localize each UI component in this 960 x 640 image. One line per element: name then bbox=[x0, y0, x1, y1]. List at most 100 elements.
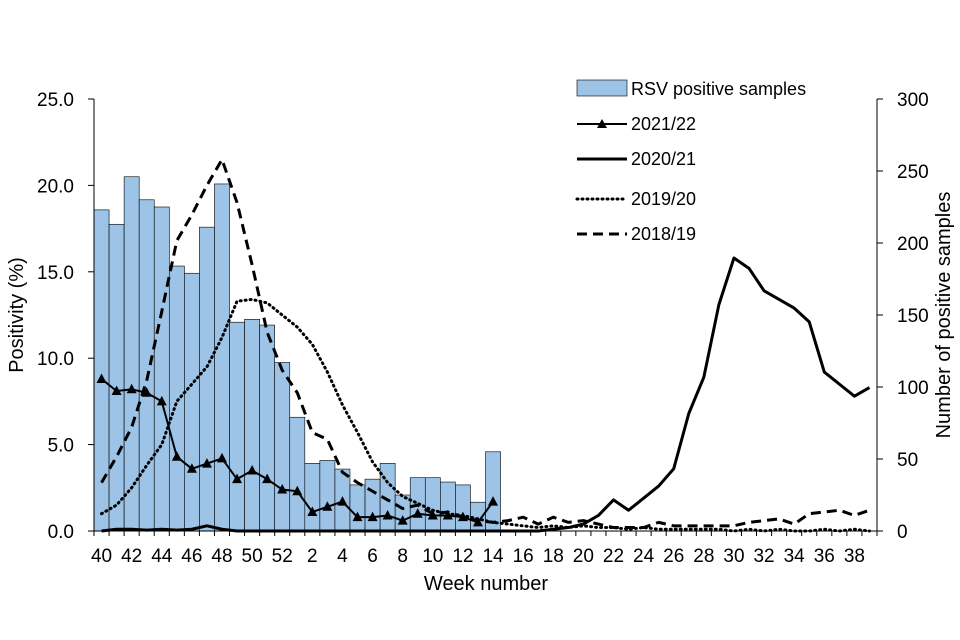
marker-2021-22-week-43 bbox=[141, 387, 152, 397]
y-left-tick-label: 10.0 bbox=[37, 349, 74, 370]
marker-2021-22-week-4 bbox=[337, 496, 348, 506]
x-tick-label: 4 bbox=[337, 546, 348, 567]
x-tick-label: 8 bbox=[397, 546, 408, 567]
marker-2021-22-week-45 bbox=[171, 451, 182, 461]
bar-week-5 bbox=[349, 484, 366, 532]
legend-label-bars: RSV positive samples bbox=[631, 79, 806, 99]
x-tick-label: 16 bbox=[513, 546, 534, 567]
bar-week-43 bbox=[138, 199, 155, 532]
marker-2021-22-week-14 bbox=[488, 496, 499, 506]
marker-2021-22-week-46 bbox=[186, 463, 197, 473]
legend: RSV positive samples 2021/22 2020/21 201… bbox=[575, 79, 806, 244]
legend-label-2019-20: 2019/20 bbox=[631, 189, 696, 209]
bar-week-47 bbox=[199, 226, 215, 532]
bar-week-11 bbox=[440, 481, 456, 532]
marker-2021-22-week-5 bbox=[352, 511, 363, 522]
x-tick-label: 2 bbox=[307, 546, 318, 567]
x-tick-label: 46 bbox=[181, 546, 202, 567]
marker-2021-22-week-13 bbox=[472, 516, 483, 527]
marker-2021-22-week-44 bbox=[156, 395, 167, 406]
bar-week-40 bbox=[93, 209, 110, 532]
marker-2021-22-week-12 bbox=[457, 511, 468, 522]
marker-2021-22-week-48 bbox=[216, 452, 227, 463]
marker-2021-22-week-10 bbox=[427, 509, 438, 520]
marker-2021-22-week-50 bbox=[247, 465, 258, 475]
bar-week-41 bbox=[108, 223, 125, 532]
x-tick-label: 22 bbox=[603, 546, 624, 567]
legend-label-2018-19: 2018/19 bbox=[631, 224, 696, 244]
legend-swatch-bars bbox=[576, 79, 628, 97]
marker-2021-22-week-51 bbox=[262, 473, 273, 484]
marker-2021-22-week-1 bbox=[292, 485, 303, 496]
y-left-tick-label: 15.0 bbox=[37, 263, 74, 284]
y-right-tick-label: 250 bbox=[897, 162, 929, 183]
y-axis-left-title: Positivity (%) bbox=[6, 257, 28, 373]
bar-week-46 bbox=[184, 272, 200, 532]
bar-week-3 bbox=[319, 460, 336, 532]
marker-2021-22-week-6 bbox=[367, 511, 378, 522]
lines-layer bbox=[96, 157, 871, 533]
y-left-tick-label: 0.0 bbox=[48, 522, 74, 543]
x-tick-label: 28 bbox=[693, 546, 714, 567]
x-tick-label: 50 bbox=[242, 546, 263, 567]
bar-week-2 bbox=[304, 463, 321, 532]
marker-2021-22-week-49 bbox=[232, 473, 243, 484]
series-line-2018-19 bbox=[100, 157, 870, 530]
bar-week-10 bbox=[424, 477, 441, 532]
bar-week-12 bbox=[455, 484, 471, 532]
y-right-tick-label: 300 bbox=[897, 90, 929, 111]
x-tick-label: 30 bbox=[723, 546, 744, 567]
bar-week-52 bbox=[274, 362, 291, 532]
y-right-tick-label: 100 bbox=[897, 378, 929, 399]
x-tick-label: 34 bbox=[784, 546, 806, 567]
bar-week-44 bbox=[153, 206, 170, 532]
x-tick-label: 18 bbox=[543, 546, 564, 567]
x-tick-label: 42 bbox=[121, 546, 142, 567]
x-tick-label: 26 bbox=[663, 546, 684, 567]
bar-week-48 bbox=[214, 183, 230, 532]
marker-2021-22-week-2 bbox=[307, 506, 318, 516]
marker-2021-22-week-9 bbox=[412, 508, 423, 518]
y-left-tick-label: 20.0 bbox=[37, 176, 74, 197]
x-tick-label: 6 bbox=[367, 546, 378, 567]
y-right-tick-label: 0 bbox=[897, 522, 908, 543]
y-right-tick-label: 200 bbox=[897, 234, 929, 255]
bar-week-49 bbox=[229, 321, 245, 532]
x-tick-label: 24 bbox=[633, 546, 655, 567]
x-tick-label: 14 bbox=[482, 546, 504, 567]
legend-marker-2021-22 bbox=[597, 119, 607, 128]
marker-2021-22-week-47 bbox=[201, 458, 212, 468]
x-tick-label: 38 bbox=[844, 546, 865, 567]
series-line-2019-20 bbox=[100, 297, 871, 533]
x-axis-title: Week number bbox=[424, 573, 548, 595]
marker-2021-22-week-7 bbox=[382, 509, 393, 520]
x-tick-label: 40 bbox=[91, 546, 112, 567]
bars-layer bbox=[93, 176, 501, 532]
x-tick-label: 32 bbox=[753, 546, 774, 567]
y-left-tick-label: 5.0 bbox=[48, 436, 74, 457]
bar-week-51 bbox=[259, 324, 275, 532]
legend-label-2020-21: 2020/21 bbox=[631, 149, 696, 169]
bar-week-6 bbox=[364, 478, 381, 532]
x-tick-label: 48 bbox=[211, 546, 232, 567]
bar-week-1 bbox=[289, 416, 306, 532]
x-tick-label: 12 bbox=[452, 546, 473, 567]
marker-2021-22-week-40 bbox=[96, 373, 107, 383]
legend-label-2021-22: 2021/22 bbox=[631, 114, 696, 134]
bar-week-50 bbox=[244, 319, 260, 532]
marker-2021-22-week-11 bbox=[442, 509, 453, 520]
x-tick-label: 20 bbox=[573, 546, 594, 567]
x-tick-label: 10 bbox=[422, 546, 443, 567]
marker-2021-22-week-41 bbox=[111, 385, 122, 396]
marker-2021-22-week-8 bbox=[397, 515, 408, 525]
marker-2021-22-week-42 bbox=[126, 383, 137, 394]
axes-layer: 0.05.010.015.020.025.0050100150200250300… bbox=[37, 90, 929, 567]
x-tick-label: 52 bbox=[272, 546, 293, 567]
bar-week-8 bbox=[394, 494, 411, 532]
y-right-tick-label: 50 bbox=[897, 450, 918, 471]
y-left-tick-label: 25.0 bbox=[37, 90, 74, 111]
marker-2021-22-week-3 bbox=[322, 501, 333, 511]
marker-2021-22-week-52 bbox=[277, 484, 288, 494]
x-tick-label: 36 bbox=[814, 546, 835, 567]
